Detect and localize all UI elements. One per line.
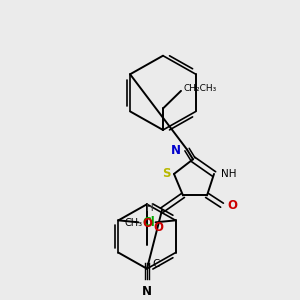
- Text: O: O: [227, 199, 237, 212]
- Text: CH₃: CH₃: [124, 218, 142, 228]
- Text: Cl: Cl: [142, 216, 155, 229]
- Text: N: N: [142, 285, 152, 298]
- Text: N: N: [171, 144, 181, 157]
- Text: O: O: [142, 217, 153, 230]
- Text: H: H: [146, 203, 154, 213]
- Text: S: S: [162, 167, 170, 180]
- Text: NH: NH: [221, 169, 236, 179]
- Text: C: C: [152, 259, 159, 269]
- Text: O: O: [153, 221, 163, 234]
- Text: CH₂CH₃: CH₂CH₃: [184, 84, 217, 93]
